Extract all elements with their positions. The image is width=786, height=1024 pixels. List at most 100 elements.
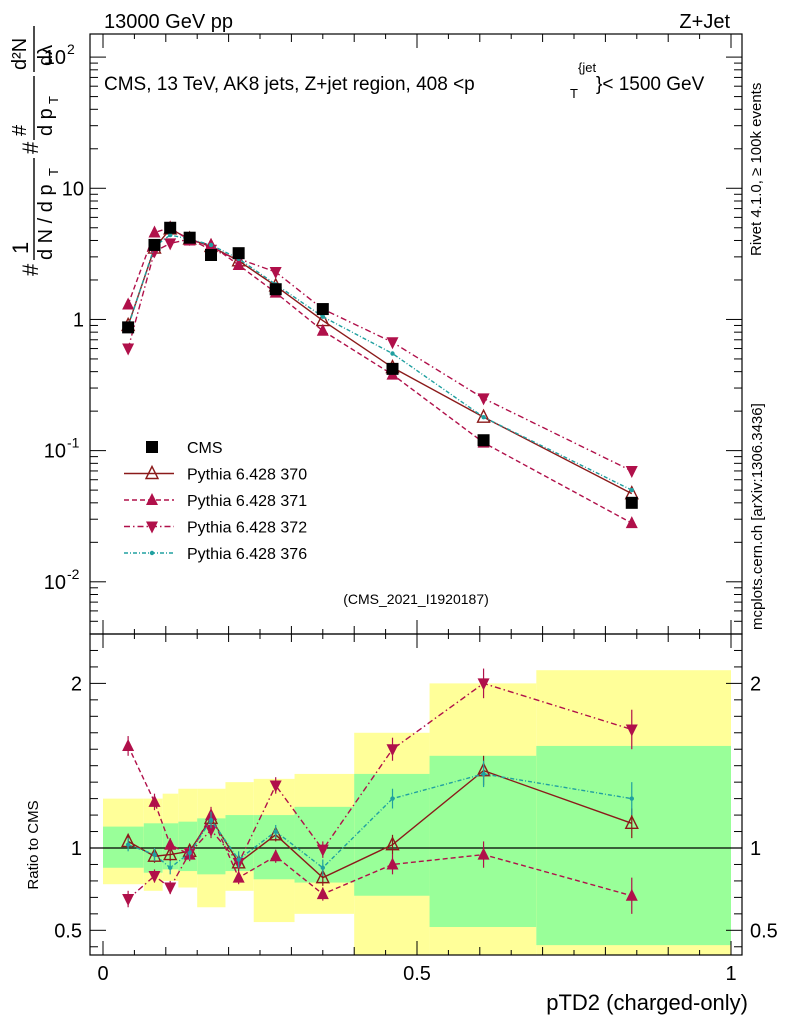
legend-marker — [149, 550, 155, 556]
ratio-point — [629, 796, 634, 801]
plot-title-suffix: }< 1500 GeV — [596, 74, 705, 95]
data-point — [316, 303, 329, 316]
ratio-frame — [89, 633, 743, 956]
ratio-point — [316, 844, 329, 857]
data-point — [476, 408, 491, 423]
ratio-point — [269, 849, 282, 862]
y-tick-exp: -1 — [67, 435, 80, 451]
analysis-tag: (CMS_2021_I1920187) — [343, 591, 489, 607]
x-tick-label: 0.5 — [403, 963, 431, 985]
data-point — [164, 238, 177, 251]
svg-text:T: T — [46, 96, 61, 104]
legend-label: CMS — [187, 440, 223, 457]
ratio-point — [167, 865, 173, 870]
legend-item: CMS — [146, 440, 223, 457]
main-line — [127, 238, 633, 472]
ratio-point — [481, 771, 486, 777]
legend-label: Pythia 6.428 370 — [187, 467, 307, 484]
ratio-point — [477, 847, 490, 860]
ratio-point — [385, 836, 400, 851]
svg-text:1: 1 — [8, 242, 33, 254]
ratio-y-label: Ratio to CMS — [25, 800, 42, 889]
data-point — [320, 314, 325, 319]
svg-text:T: T — [46, 168, 61, 176]
y-tick-base: 1 — [73, 309, 84, 331]
data-point — [386, 337, 399, 350]
data-point — [625, 516, 638, 529]
svg-text:d p: d p — [35, 108, 57, 136]
y-tick-label: 10 -1 — [44, 435, 80, 463]
series-cms — [122, 221, 638, 509]
ratio-tick-label-right: 0.5 — [750, 920, 778, 942]
ratio-tick-label-right: 1 — [750, 838, 761, 860]
ratio-point — [625, 888, 638, 901]
ratio-point — [269, 780, 282, 793]
mcplots-info: mcplots.cern.ch [arXiv:1306.3436] — [749, 403, 766, 630]
data-point — [625, 496, 638, 509]
ratio-point — [205, 824, 218, 837]
legend-label: Pythia 6.428 371 — [187, 493, 307, 510]
svg-text:#: # — [18, 263, 43, 276]
ratio-point — [148, 794, 161, 807]
legend-marker — [146, 521, 158, 534]
ratio-tick-label: 2 — [71, 673, 82, 695]
data-point — [148, 238, 161, 251]
data-point — [232, 247, 245, 260]
ratio-point — [152, 852, 157, 857]
data-point — [269, 283, 282, 296]
y-tick-label: 10 2 — [44, 41, 75, 69]
plot-title-sub: T — [570, 86, 578, 101]
y-tick-exp: -2 — [67, 566, 80, 582]
series — [120, 220, 639, 914]
ratio-point — [232, 870, 245, 883]
ratio-point — [164, 882, 177, 895]
data-point — [625, 465, 638, 478]
data-point — [269, 266, 282, 279]
data-point — [205, 248, 218, 261]
y-tick-base: 10 — [62, 178, 84, 200]
data-point — [629, 487, 634, 493]
x-axis-label: pTD2 (charged-only) — [546, 990, 748, 1015]
data-point — [183, 231, 196, 244]
y-tick-base: 10 — [44, 572, 66, 594]
main-y-axis-label: # 1 d N / d p T # # d p T d²N dλ — [8, 26, 61, 276]
data-point — [390, 351, 395, 356]
data-point — [386, 362, 399, 375]
ratio-point — [390, 796, 395, 801]
ratio-point — [320, 865, 325, 870]
ratio-point — [625, 724, 638, 737]
ratio-point — [163, 846, 178, 861]
ratio-point — [477, 678, 490, 691]
ratio-tick-label-right: 2 — [750, 673, 761, 695]
ratio-point — [273, 829, 278, 834]
ratio-point — [125, 842, 131, 847]
ratio-point — [315, 869, 330, 884]
legend: CMS Pythia 6.428 370 Pythia 6.428 371 Pythi… — [124, 440, 307, 563]
y-tick-exp: 2 — [67, 41, 75, 57]
y-tick-label: 1 — [73, 309, 84, 331]
ratio-tick-label: 0.5 — [54, 920, 82, 942]
svg-text:#: # — [18, 141, 43, 154]
ratio-point — [386, 857, 399, 870]
legend-item: Pythia 6.428 371 — [124, 493, 307, 510]
ratio-point — [386, 744, 399, 757]
ratio-point — [147, 847, 162, 862]
y-tick-label: 10 -2 — [44, 566, 80, 594]
data-point — [316, 323, 329, 336]
legend-marker — [146, 493, 158, 505]
data-point — [167, 232, 173, 238]
ratio-point — [187, 850, 192, 856]
header-left: 13000 GeV pp — [104, 11, 233, 33]
main-frame — [89, 33, 743, 635]
legend-label: Pythia 6.428 372 — [187, 520, 307, 537]
ratio-point — [316, 887, 329, 900]
green-band-bin — [536, 745, 731, 946]
svg-text:dλ: dλ — [35, 45, 57, 66]
plot-title-prefix: CMS, 13 TeV, AK8 jets, Z+jet region, 408… — [104, 74, 475, 95]
header-right: Z+Jet — [679, 11, 730, 33]
ratio-point — [236, 857, 241, 862]
ratio-line — [127, 773, 632, 869]
plot-title: CMS, 13 TeV, AK8 jets, Z+jet region, 408… — [104, 60, 705, 101]
y-tick-base: 10 — [44, 441, 66, 463]
green-band-bin — [354, 773, 430, 896]
